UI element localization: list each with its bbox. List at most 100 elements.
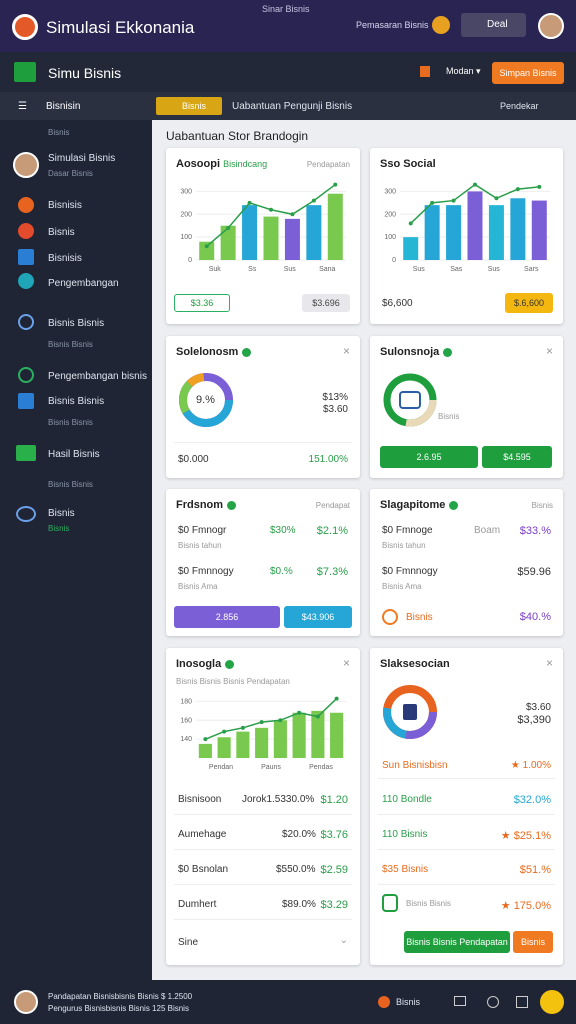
card-title-text: Sulonsnoja [380, 346, 440, 358]
row-value: ★ $25.1% [500, 830, 551, 842]
nav-icon [16, 445, 36, 461]
row-label: $0 Bsnolan [178, 864, 229, 875]
nav-item[interactable]: Simulasi Bisnis [48, 153, 116, 164]
footer-icon [487, 996, 499, 1008]
row-value: $59.96 [517, 566, 551, 578]
nav-icon [18, 367, 34, 383]
card-title-text: Slagapitome [380, 499, 446, 511]
row-label: Aumehage [178, 829, 227, 840]
check-icon [227, 500, 237, 510]
trend-point [451, 198, 456, 203]
card-side: Pendapat [315, 501, 350, 510]
card-foot: 151.00% [308, 454, 348, 465]
nav-item[interactable]: Bisnis [48, 227, 75, 238]
menu[interactable]: ☰ Bisnisin [18, 101, 81, 112]
bar [424, 205, 440, 260]
divider [378, 849, 555, 850]
mini-chart: 0 100 200 300 Suk Ss Sus Sana [180, 182, 346, 273]
subbar-right[interactable]: Pendekar [500, 101, 539, 111]
card-button[interactable]: $43.906 [284, 606, 352, 628]
row-value: Jorok1.5330.0% [242, 794, 315, 805]
card-value: $3.60 [322, 404, 348, 415]
nav-sub: Bisnis Bisnis [48, 418, 93, 427]
sidebar-section: Bisnis Bisnis [48, 480, 93, 489]
x-tick-label: Sana [319, 266, 335, 273]
close[interactable]: × [342, 656, 350, 670]
card: Aosoopi Bisindcang Pendapatan 0 100 200 300… [166, 148, 360, 324]
footer-label[interactable]: Bisnis [396, 997, 421, 1007]
sub-value: ★ 1.00% [510, 760, 551, 771]
row-value: $3.76 [320, 829, 348, 841]
card-button[interactable]: $.6,600 [505, 293, 553, 313]
nav-item[interactable]: Bisnisis [48, 253, 82, 264]
divider [174, 849, 352, 850]
trend-point [240, 725, 245, 730]
nav-sub: Bisnis Bisnis [48, 340, 93, 349]
save-button[interactable]: Simpan Bisnis [492, 62, 564, 84]
nav-item[interactable]: Hasil Bisnis [48, 449, 100, 460]
trend-point [204, 244, 209, 249]
card-title-text: Aosoopi [176, 158, 220, 170]
card-title-text: Frdsnom [176, 499, 224, 511]
sub-label: Sun Bisnisbisn [382, 760, 448, 771]
card-title-text: Solelonosm [176, 346, 239, 358]
dropdown[interactable]: Modan ▾ [420, 66, 481, 77]
chevron[interactable]: ⌄ [339, 935, 348, 946]
nav-item[interactable]: Pengembangan bisnis [48, 371, 147, 382]
card-button[interactable]: Bisnis [513, 931, 553, 953]
y-tick-label: 100 [384, 234, 396, 241]
card: Frdsnom Pendapat $0 Fmnogr Bisnis tahun … [166, 489, 360, 636]
logo [12, 14, 38, 40]
trend-point [515, 187, 520, 192]
x-tick-label: Sus [488, 266, 501, 273]
divider [378, 814, 555, 815]
footer [0, 980, 576, 1024]
divider [174, 442, 352, 443]
close[interactable]: × [545, 344, 553, 358]
card-title: Frdsnom [176, 499, 237, 511]
divider [174, 814, 352, 815]
trend-point [203, 737, 208, 742]
foot-value: $40.% [519, 611, 551, 623]
bar [217, 737, 231, 758]
bar [306, 205, 322, 260]
nav-link[interactable]: Pemasaran Bisnis [356, 20, 429, 30]
card: Inosogla × Bisnis Bisnis Bisnis Pendapat… [166, 648, 360, 965]
nav-item[interactable]: Pengembangan [48, 278, 119, 289]
close[interactable]: × [545, 656, 553, 670]
close[interactable]: × [342, 344, 350, 358]
nav-item[interactable]: Bisnisis [48, 200, 82, 211]
bar [311, 710, 325, 758]
row-value: $3.29 [320, 899, 348, 911]
row-label: Bisnis Bisnis [406, 899, 451, 908]
row-label: Bisnisoon [178, 794, 222, 805]
footer-icon [516, 996, 528, 1008]
card-button[interactable]: $4.595 [482, 446, 552, 468]
trend-line [205, 698, 338, 740]
nav-item[interactable]: Bisnis [48, 508, 75, 519]
foot-label: Bisnis [406, 612, 433, 623]
card-title: Aosoopi Bisindcang [176, 158, 267, 170]
nav-item[interactable]: Bisnis Bisnis [48, 318, 105, 329]
card-button[interactable]: $3.696 [302, 294, 350, 312]
bar [327, 193, 343, 260]
trend-point [290, 212, 295, 217]
card-button[interactable]: 2.6.95 [380, 446, 478, 468]
row-value: ★ 175.0% [500, 900, 551, 912]
legend: Bisnis [438, 412, 460, 421]
row-value-text: 175.0% [513, 900, 551, 912]
nav-icon [18, 314, 34, 330]
row-label: 110 Bondle [382, 794, 432, 805]
footer-badge[interactable] [540, 990, 564, 1014]
nav-sub: Bisnis [48, 524, 70, 533]
user-button[interactable]: Deal [461, 13, 526, 37]
nav-item[interactable]: Bisnis Bisnis [48, 396, 105, 407]
card-button[interactable]: 2.856 [174, 606, 280, 628]
bar [198, 743, 212, 758]
card-button[interactable]: Bisnis Bisnis Pendapatan [404, 931, 510, 953]
row-value: $550.0% [276, 864, 316, 875]
nav-icon [18, 393, 34, 409]
row-label: $0 Fmnnogy [178, 566, 234, 577]
card: Sulonsnoja × Bisnis 2.6.95 $4.595 [370, 336, 563, 478]
